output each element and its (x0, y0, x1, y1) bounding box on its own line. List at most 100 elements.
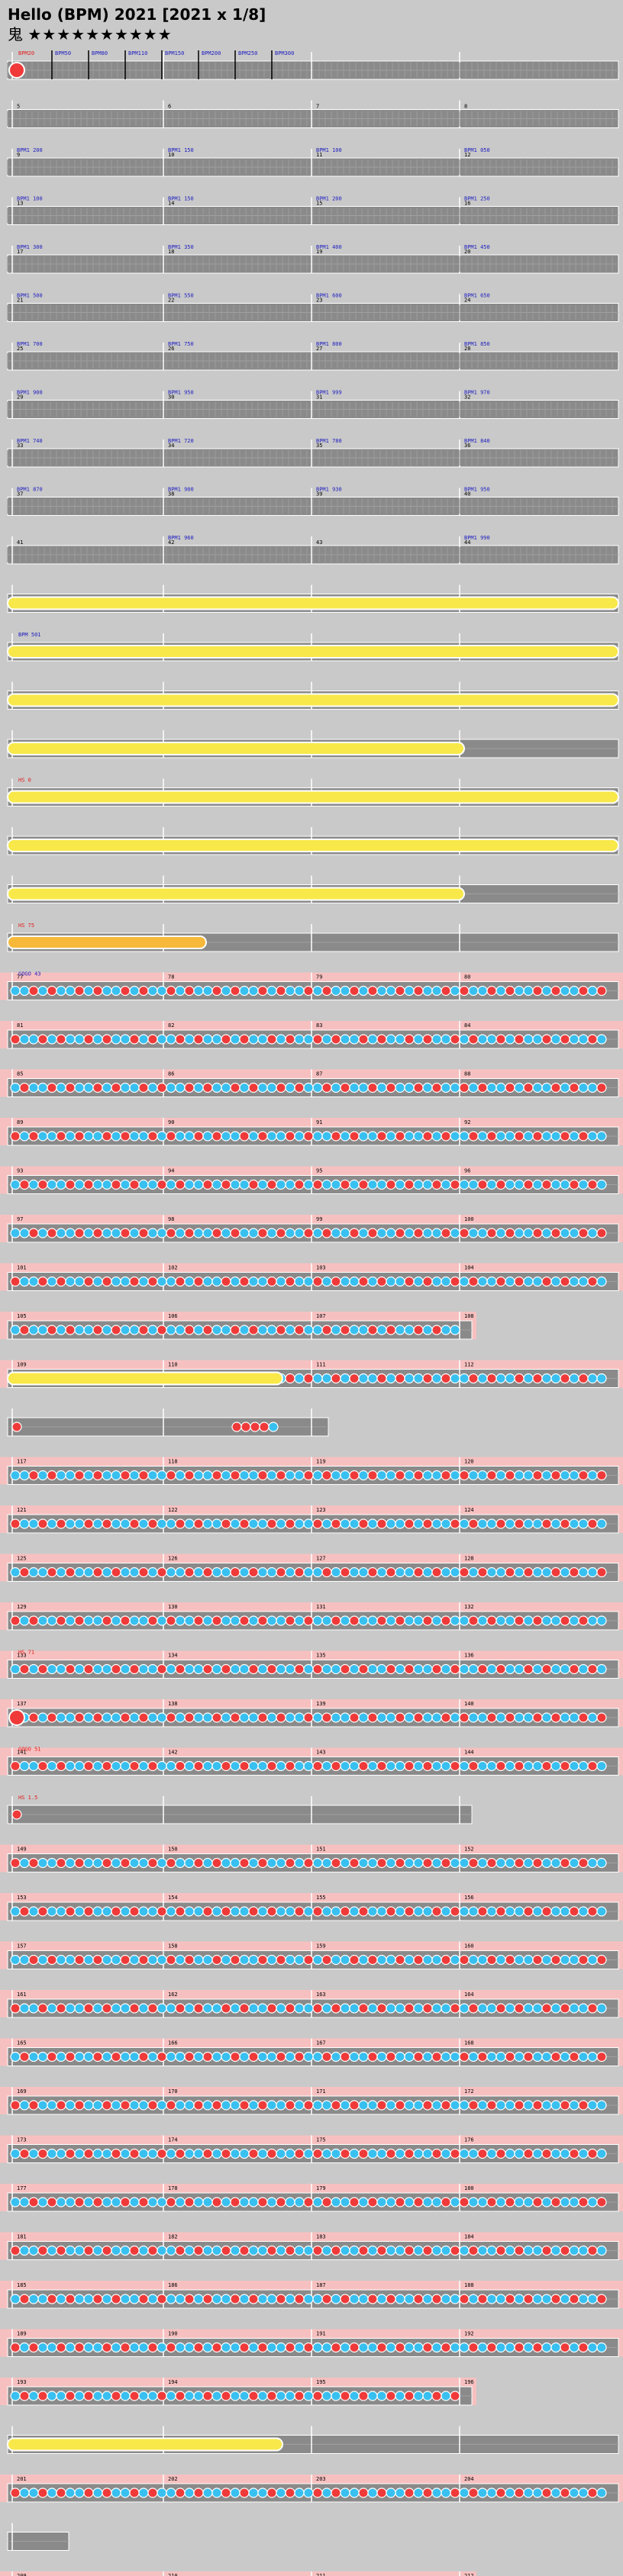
measure-number: 9 (17, 152, 20, 158)
event-label: HS 71 (18, 1650, 34, 1656)
ka-note (102, 1567, 112, 1578)
bpm-change-label: BPM1 950 (168, 390, 194, 396)
measure-number: 140 (464, 1701, 474, 1707)
ka-note (19, 1034, 30, 1045)
measure-number: 103 (316, 1265, 326, 1271)
don-note (184, 2051, 195, 2062)
ka-note (10, 2294, 21, 2304)
ka-note (83, 1325, 94, 1335)
ka-note (120, 2148, 131, 2159)
don-note (477, 2148, 488, 2159)
ka-note (92, 1615, 103, 1626)
don-note (294, 1179, 305, 1190)
don-note (193, 2245, 204, 2256)
ka-note (349, 1276, 360, 1287)
ka-note (523, 1034, 534, 1045)
ka-note (450, 1131, 460, 1141)
don-note (83, 2245, 94, 2256)
ka-note (450, 1712, 460, 1723)
ka-note (303, 1276, 314, 1287)
ka-note (340, 985, 350, 997)
measure-number: 119 (316, 1459, 326, 1465)
ka-note (211, 1760, 222, 1772)
don-note (294, 2148, 305, 2159)
ka-note (166, 1179, 176, 1190)
measure-number: 211 (316, 2573, 326, 2576)
don-note (120, 1470, 131, 1481)
ka-note (578, 2245, 589, 2256)
ka-note (28, 1034, 39, 1045)
measure-number: 184 (464, 2234, 474, 2240)
ka-note (459, 1615, 470, 1626)
ka-note (395, 2245, 405, 2256)
don-note (587, 1906, 598, 1917)
ka-note (175, 1470, 186, 1481)
don-note (120, 2342, 131, 2353)
ka-note (111, 1518, 121, 1529)
don-note (486, 1615, 497, 1626)
don-note (541, 1760, 552, 1772)
ka-note (312, 1325, 323, 1335)
measure-number: 33 (17, 443, 23, 449)
don-note (431, 1567, 442, 1578)
don-note (340, 1325, 350, 1335)
ka-note (120, 1760, 131, 1772)
ka-note (495, 1615, 506, 1626)
ka-note (184, 1276, 195, 1287)
ka-note (450, 1567, 460, 1578)
don-note (47, 2051, 57, 2062)
don-note (37, 1906, 48, 1917)
don-note (92, 1712, 103, 1723)
don-note (221, 1276, 231, 1287)
don-note (441, 1470, 451, 1481)
ka-note (505, 1615, 515, 1626)
ka-note (202, 1228, 213, 1238)
don-note (276, 2051, 286, 2062)
don-note (248, 1179, 259, 1190)
ka-note (367, 1276, 378, 1287)
don-note (166, 2197, 176, 2207)
measure-number: 5 (17, 104, 20, 110)
ka-note (147, 1228, 158, 1238)
don-note (56, 1857, 66, 1869)
ka-note (248, 2245, 259, 2256)
ka-note (120, 2294, 131, 2304)
don-note (514, 2245, 525, 2256)
ka-note (550, 1663, 561, 1675)
ka-note (569, 1228, 579, 1238)
measure-number: 193 (17, 2379, 27, 2385)
ka-note (431, 1518, 442, 1529)
ka-note (450, 2197, 460, 2207)
ka-note (230, 2342, 240, 2353)
don-note (422, 1760, 433, 1772)
ka-note (47, 2148, 57, 2159)
ka-note (541, 1954, 552, 1966)
ka-note (276, 2148, 286, 2159)
ka-note (157, 1131, 167, 1141)
ka-note (257, 2003, 268, 2014)
measure-number: 106 (168, 1313, 178, 1319)
ka-note (541, 2197, 552, 2207)
don-note (486, 2100, 497, 2111)
don-note (422, 2487, 433, 2498)
ka-note (129, 1228, 140, 1238)
don-note (486, 985, 497, 997)
don-note (486, 2197, 497, 2207)
don-note (541, 2487, 552, 2498)
ka-note (294, 1857, 305, 1869)
bpm-change-label: BPM1 500 (17, 293, 43, 299)
measure-number: 27 (316, 346, 322, 352)
ka-note (560, 1567, 570, 1578)
don-note (468, 1034, 479, 1045)
ka-note (413, 2391, 424, 2401)
don-note (294, 1663, 305, 1675)
ka-note (459, 2003, 470, 2014)
don-note (505, 2294, 515, 2304)
measure-number: 191 (316, 2331, 326, 2337)
ka-note (175, 1954, 186, 1966)
measure-number: 188 (464, 2282, 474, 2288)
don-note (514, 1760, 525, 1772)
don-note (560, 1615, 570, 1626)
ka-note (486, 2003, 497, 2014)
ka-note (47, 1906, 57, 1917)
